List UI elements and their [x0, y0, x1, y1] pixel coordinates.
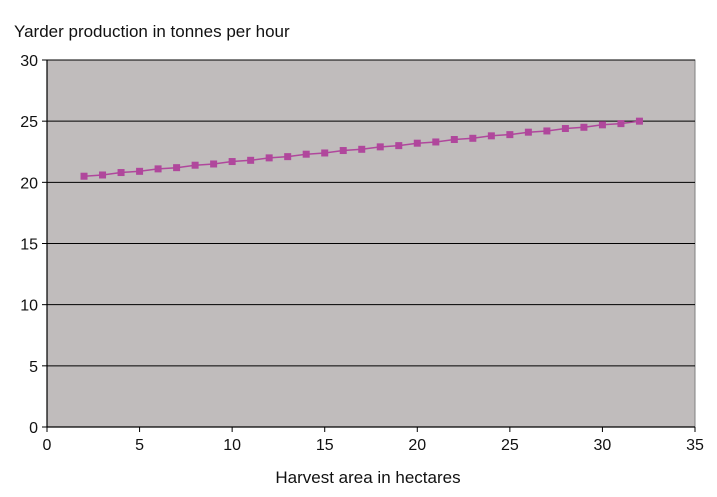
gridlines	[46, 59, 695, 428]
y-axis-ticks: 0 5 10 15 20 25 30	[20, 53, 47, 437]
data-series	[80, 117, 643, 180]
y-tick-label: 20	[20, 175, 38, 192]
x-tick-label: 10	[223, 437, 241, 454]
data-point	[561, 125, 569, 133]
data-point	[395, 142, 403, 150]
x-axis-ticks: 0 5 10 15 20 25 30 35	[43, 427, 704, 454]
data-point	[117, 169, 125, 177]
x-tick-label: 0	[43, 437, 52, 454]
data-point	[80, 172, 88, 180]
data-point	[302, 150, 310, 158]
data-point	[469, 134, 477, 142]
data-point	[173, 164, 181, 172]
y-tick-label: 30	[20, 53, 38, 70]
data-point	[376, 143, 384, 151]
data-point	[265, 154, 273, 162]
data-point	[247, 156, 255, 164]
data-point	[432, 138, 440, 146]
data-point	[617, 120, 625, 128]
data-point	[413, 139, 421, 147]
data-point	[598, 121, 606, 129]
data-point	[228, 158, 236, 166]
data-point	[321, 149, 329, 157]
y-tick-label: 15	[20, 237, 38, 254]
x-tick-label: 30	[594, 437, 612, 454]
data-point	[506, 131, 514, 139]
x-tick-label: 25	[501, 437, 519, 454]
y-tick-label: 0	[29, 420, 38, 437]
data-point	[580, 123, 588, 131]
y-tick-label: 5	[29, 359, 38, 376]
x-axis-title: Harvest area in hectares	[275, 468, 460, 487]
y-axis-title: Yarder production in tonnes per hour	[14, 22, 290, 41]
data-point	[635, 117, 643, 125]
data-point	[339, 147, 347, 155]
data-point	[524, 128, 532, 136]
data-point	[136, 167, 144, 175]
data-point	[543, 127, 551, 135]
data-point	[191, 161, 199, 169]
data-point	[487, 132, 495, 140]
data-point	[99, 171, 107, 179]
data-point	[210, 160, 218, 168]
data-point	[284, 153, 292, 161]
data-point	[450, 136, 458, 144]
x-tick-label: 5	[135, 437, 144, 454]
data-point	[358, 145, 366, 153]
y-tick-label: 25	[20, 114, 38, 131]
data-point	[154, 165, 162, 173]
x-tick-label: 20	[408, 437, 426, 454]
x-tick-label: 35	[686, 437, 704, 454]
x-tick-label: 15	[316, 437, 334, 454]
y-tick-label: 10	[20, 298, 38, 315]
